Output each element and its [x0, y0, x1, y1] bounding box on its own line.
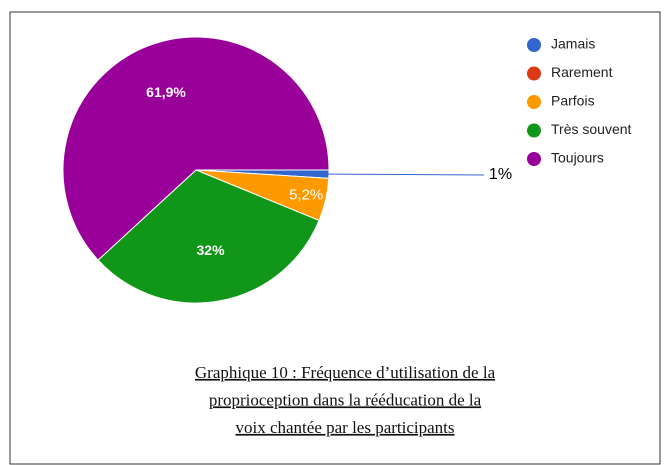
legend-label: Jamais	[551, 36, 595, 52]
pie-slice	[97, 169, 320, 304]
data-label: 61,9%	[146, 84, 186, 100]
legend-swatch	[527, 66, 541, 81]
legend-swatch	[527, 95, 541, 109]
frame	[9, 11, 661, 465]
pie-slice	[62, 36, 330, 261]
data-label: 32%	[197, 242, 226, 258]
caption: proprioception dans la rééducation de la	[209, 390, 482, 409]
legend-label: Très souvent	[551, 121, 632, 137]
legend-label: Rarement	[551, 64, 613, 80]
legend-swatch	[527, 123, 541, 138]
legend-label: Toujours	[551, 150, 604, 166]
data-label: 1%	[489, 166, 512, 183]
caption: voix chantée par les participants	[235, 418, 454, 437]
legend-label: Parfois	[551, 93, 595, 109]
leader-line	[326, 173, 484, 176]
legend-swatch	[527, 38, 541, 52]
legend-swatch	[527, 152, 541, 166]
caption: Graphique 10 : Fréquence d’utilisation d…	[195, 363, 496, 382]
data-label: 5,2%	[289, 186, 323, 203]
